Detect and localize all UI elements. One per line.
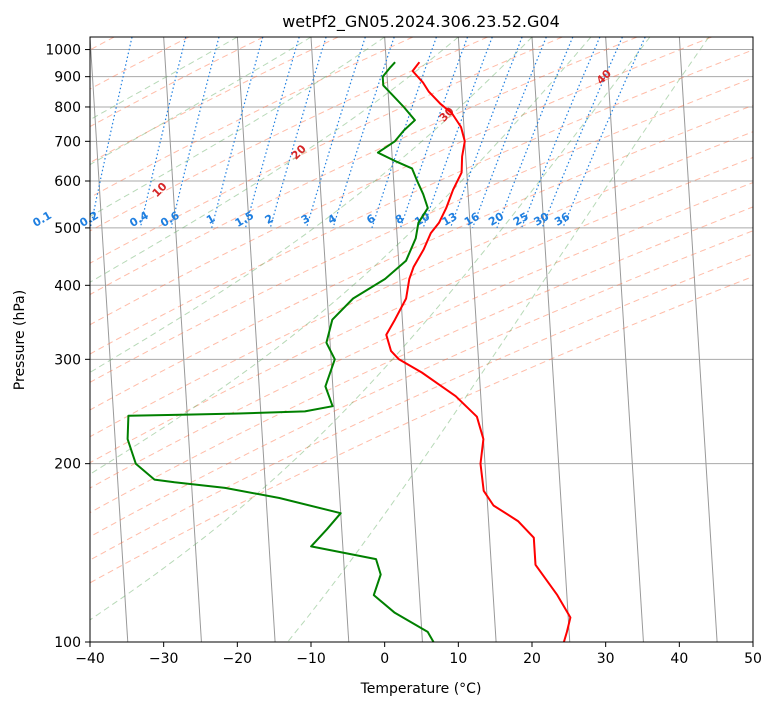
y-tick-label: 800 — [54, 100, 81, 116]
x-tick-label: 20 — [523, 651, 541, 667]
y-tick-label: 700 — [54, 134, 81, 150]
dry-adiabat-line — [90, 131, 753, 438]
moist-adiabat-line — [90, 37, 312, 166]
isotherm-line — [310, 37, 350, 642]
isotherm-line — [90, 37, 129, 642]
mixing-ratio-line — [211, 37, 264, 229]
dry-adiabat-line — [90, 77, 753, 383]
mixing-ratio-line — [90, 37, 133, 229]
moist-adiabat-line — [90, 37, 592, 475]
dry-adiabat-line — [90, 37, 712, 326]
isotherm-line — [678, 37, 718, 642]
x-tick-label: −20 — [223, 651, 253, 667]
isotherm-line — [236, 37, 276, 642]
dry-adiabat-line — [90, 37, 638, 296]
mixing-ratio-line — [496, 37, 574, 229]
mixing-ratio-line — [422, 37, 493, 229]
background-lines — [90, 37, 753, 642]
x-axis-title: Temperature (°C) — [360, 681, 482, 697]
y-tick-label: 600 — [54, 174, 81, 190]
y-tick-label: 1000 — [45, 43, 81, 59]
mixing-ratio-line — [305, 37, 366, 229]
mixing-ratio-line — [332, 37, 395, 229]
mixing-ratio-line — [472, 37, 547, 229]
y-axis-title: Pressure (hPa) — [12, 290, 28, 390]
y-axis-ticks: 1000 900 800 700 600 500 400 300 200 100 — [45, 43, 90, 651]
mixing-ratio-line — [170, 37, 220, 229]
mixing-ratio-line — [521, 37, 601, 229]
isotherm-line — [605, 37, 644, 642]
chart-title: wetPf2_GN05.2024.306.23.52.G04 — [282, 12, 560, 32]
isotherm-line — [384, 37, 423, 642]
x-tick-label: 0 — [380, 651, 389, 667]
y-tick-label: 200 — [54, 457, 81, 473]
plot-area — [90, 37, 753, 642]
mixing-ratio-line — [562, 37, 646, 229]
isotherm-line — [163, 37, 202, 642]
x-tick-label: −40 — [75, 651, 105, 667]
dewpoint-line — [126, 61, 435, 642]
y-tick-label: 400 — [54, 278, 81, 294]
isotherm-line — [531, 37, 571, 642]
dry-adiabat-line — [90, 253, 753, 561]
plot-frame — [89, 36, 754, 643]
sounding-series — [126, 61, 572, 642]
dry-adiabat-line — [90, 49, 753, 355]
y-tick-label: 300 — [54, 352, 81, 368]
x-axis-ticks: −40 −30 −20 −10 0 10 20 30 40 50 — [75, 642, 762, 667]
dry-adiabat-line — [90, 37, 414, 198]
dry-adiabat-line — [90, 230, 753, 538]
moist-adiabat-line — [287, 37, 710, 642]
x-tick-label: 40 — [670, 651, 688, 667]
y-tick-label: 900 — [54, 70, 81, 86]
moist-adiabat-line — [90, 37, 651, 621]
dry-adiabat-line — [90, 206, 753, 514]
y-tick-label: 500 — [54, 221, 81, 237]
dry-adiabat-line — [90, 104, 753, 411]
mixing-ratio-line — [371, 37, 437, 229]
mixing-ratio-line — [139, 37, 187, 229]
dry-adiabat-line — [90, 182, 753, 489]
moist-adiabat-line — [90, 37, 533, 373]
x-tick-label: −30 — [149, 651, 179, 667]
y-tick-label: 100 — [54, 635, 81, 651]
x-tick-label: 30 — [597, 651, 615, 667]
x-tick-label: −10 — [296, 651, 326, 667]
x-tick-label: 50 — [744, 651, 762, 667]
mixing-ratio-line — [399, 37, 469, 229]
moist-adiabat-line — [90, 37, 385, 218]
dry-adiabat-line — [90, 156, 753, 464]
dry-adiabat-line — [90, 37, 339, 164]
moist-adiabat-line — [90, 37, 238, 121]
mixing-ratio-line — [269, 37, 327, 229]
dry-adiabat-line — [90, 275, 753, 584]
mixing-ratio-line — [449, 37, 523, 229]
temperature-line — [385, 61, 572, 642]
mixing-ratio-line — [244, 37, 300, 229]
mixing-ratio-line — [541, 37, 623, 229]
x-tick-label: 10 — [449, 651, 467, 667]
